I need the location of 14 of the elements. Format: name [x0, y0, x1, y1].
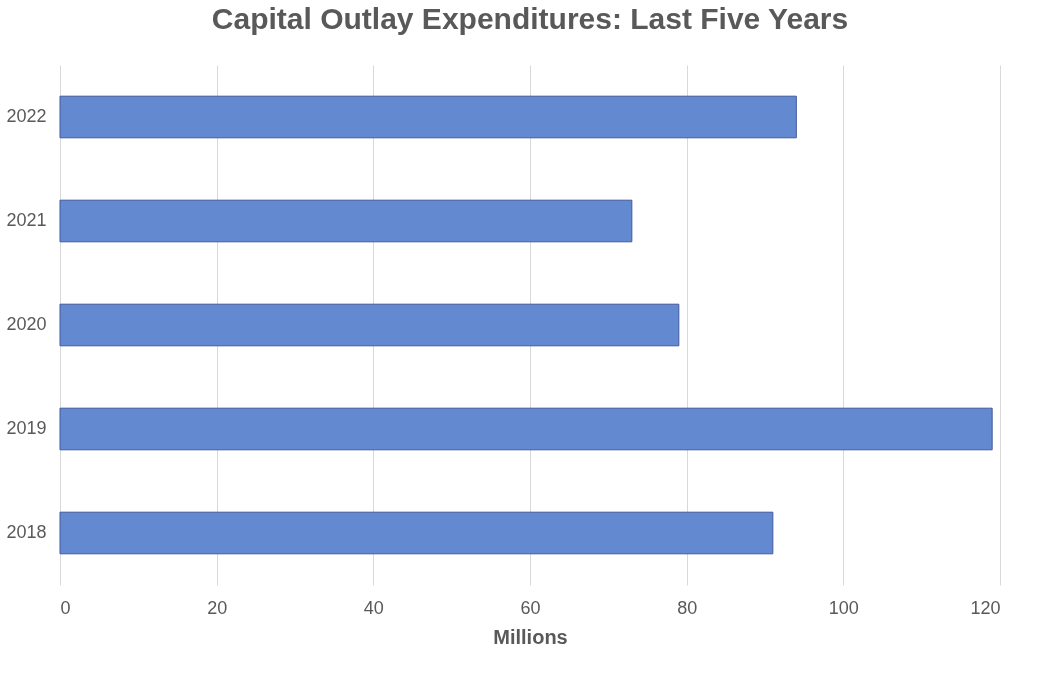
x-tick-label: 60: [520, 597, 541, 618]
y-tick-label: 2020: [6, 314, 47, 334]
x-tick-label: 40: [363, 597, 384, 618]
y-tick-label: 2019: [6, 418, 47, 438]
x-tick-label: 20: [207, 597, 228, 618]
x-tick-label: 0: [60, 597, 71, 618]
chart-title: Capital Outlay Expenditures: Last Five Years: [211, 2, 849, 35]
x-tick-label: 80: [677, 597, 698, 618]
y-tick-label: 2021: [6, 210, 47, 230]
x-tick-label: 100: [828, 597, 859, 618]
x-tick-label: 120: [970, 597, 1001, 618]
y-tick-label: 2022: [6, 106, 47, 126]
x-axis-title: Millions: [493, 625, 568, 648]
y-tick-label: 2018: [6, 522, 47, 542]
